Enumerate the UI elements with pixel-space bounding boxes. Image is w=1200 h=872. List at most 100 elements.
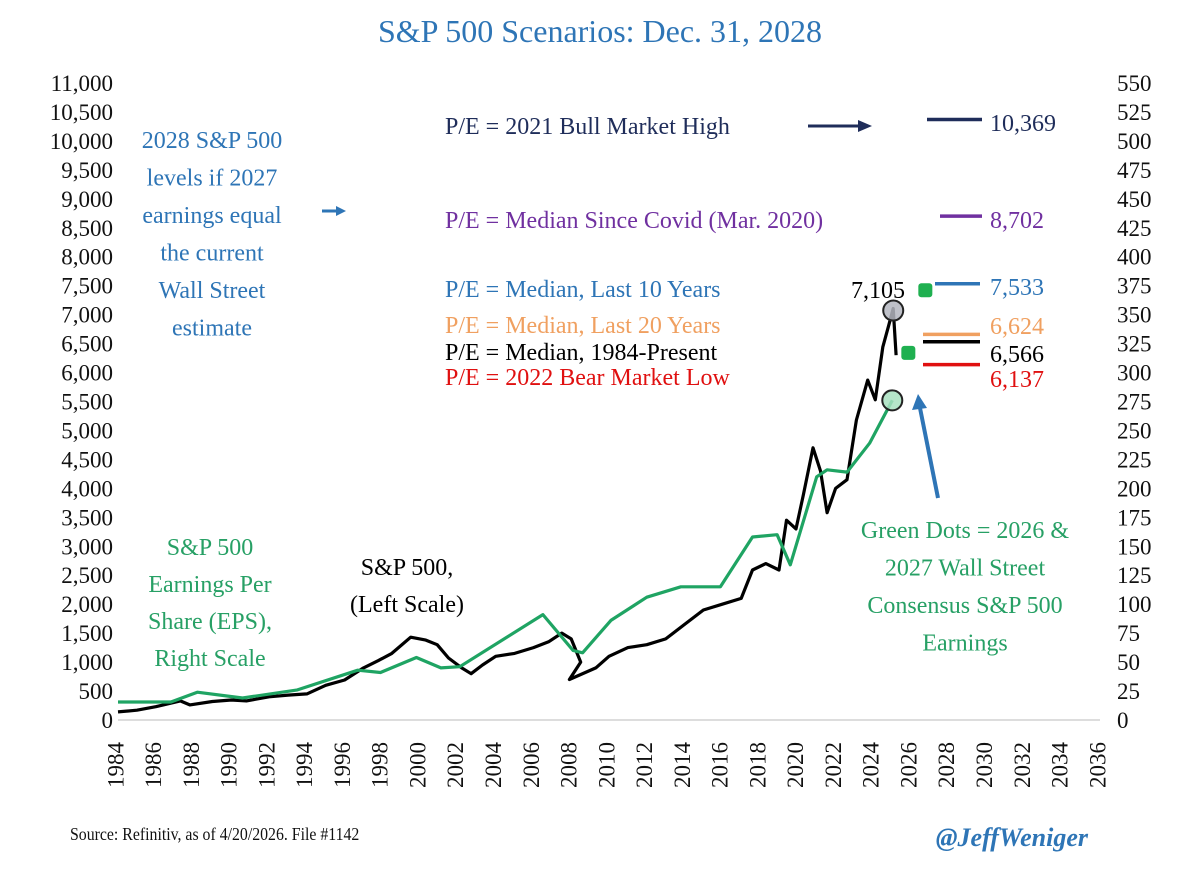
right-tick-label: 200 — [1117, 476, 1152, 501]
left-tick-label: 6,500 — [61, 332, 113, 357]
right-axis-ticks: 5505255004754504254003753503253002752502… — [1117, 71, 1152, 733]
right-tick-label: 550 — [1117, 71, 1152, 96]
right-tick-label: 175 — [1117, 505, 1152, 530]
right-tick-label: 525 — [1117, 100, 1152, 125]
consensus-eps-dot-2027 — [918, 283, 933, 298]
x-tick-label: 2004 — [481, 742, 506, 789]
x-tick-label: 1990 — [217, 742, 242, 788]
x-tick-label: 1996 — [330, 742, 355, 788]
sp500-note-line: (Left Scale) — [350, 592, 464, 618]
left-tick-label: 11,000 — [51, 71, 113, 96]
left-tick-label: 500 — [79, 679, 114, 704]
scenario-value: 8,702 — [990, 208, 1044, 234]
x-tick-label: 2012 — [632, 742, 657, 788]
left-tick-label: 3,000 — [61, 534, 113, 559]
x-tick-label: 2020 — [783, 742, 808, 788]
x-tick-label: 1994 — [292, 742, 317, 789]
right-tick-label: 275 — [1117, 389, 1152, 414]
right-tick-label: 100 — [1117, 592, 1152, 617]
left-tick-label: 2,000 — [61, 592, 113, 617]
left-tick-label: 4,000 — [61, 476, 113, 501]
right-tick-label: 350 — [1117, 303, 1152, 328]
left-tick-label: 7,500 — [61, 274, 113, 299]
x-tick-label: 2024 — [859, 742, 884, 789]
annotations: 2028 S&P 500 levels if 2027 earnings equal… — [142, 128, 1070, 672]
dots-note-line: 2027 Wall Street — [885, 556, 1046, 582]
right-tick-label: 500 — [1117, 129, 1152, 154]
eps-note-line: S&P 500 — [167, 535, 253, 561]
scenario-value: 6,137 — [990, 367, 1044, 393]
left-tick-label: 10,000 — [50, 129, 113, 154]
right-tick-label: 450 — [1117, 187, 1152, 212]
right-tick-label: 475 — [1117, 158, 1152, 183]
eps-note-line: Earnings Per — [148, 572, 271, 598]
left-tick-label: 9,000 — [61, 187, 113, 212]
scenario-value: 6,566 — [990, 342, 1044, 368]
series-lines: 7,105 — [117, 278, 933, 714]
arrow-icon — [808, 120, 872, 132]
left-axis-ticks: 11,000 10,500 10,000 9,500 9,000 8,500 8,000 7,… — [50, 71, 113, 733]
scenario-label: P/E = Median, Last 10 Years — [445, 277, 721, 303]
left-tick-label: 5,500 — [61, 389, 113, 414]
scenario-label: P/E = 2022 Bear Market Low — [445, 365, 730, 391]
x-tick-label: 2014 — [670, 742, 695, 789]
left-note-line: the current — [160, 241, 264, 267]
dots-note-line: Earnings — [922, 631, 1007, 657]
eps-line — [118, 399, 894, 704]
left-tick-label: 4,500 — [61, 447, 113, 472]
x-tick-label: 2016 — [708, 742, 733, 788]
scenario-value: 10,369 — [990, 111, 1056, 137]
scenario-value: 6,624 — [990, 314, 1044, 340]
x-tick-label: 2018 — [745, 742, 770, 788]
right-tick-label: 400 — [1117, 245, 1152, 270]
chart-title: S&P 500 Scenarios: Dec. 31, 2028 — [378, 13, 822, 49]
scenario-value: 7,533 — [990, 275, 1044, 301]
eps-last-marker — [881, 389, 904, 412]
left-tick-label: 9,500 — [61, 158, 113, 183]
right-tick-label: 425 — [1117, 216, 1152, 241]
left-tick-label: 6,000 — [61, 361, 113, 386]
left-tick-label: 1,000 — [61, 650, 113, 675]
x-tick-label: 2034 — [1048, 742, 1073, 789]
left-tick-label: 8,000 — [61, 245, 113, 270]
sp500-peak-label: 7,105 — [851, 278, 905, 304]
source-note: Source: Refinitiv, as of 4/20/2026. File… — [70, 824, 359, 844]
right-tick-label: 300 — [1117, 361, 1152, 386]
right-tick-label: 125 — [1117, 563, 1152, 588]
right-tick-label: 325 — [1117, 332, 1152, 357]
x-tick-label: 2032 — [1010, 742, 1035, 788]
left-note-line: earnings equal — [142, 203, 282, 229]
dots-note-line: Consensus S&P 500 — [867, 593, 1062, 619]
dots-note-line: Green Dots = 2026 & — [861, 518, 1070, 544]
x-tick-label: 2008 — [557, 742, 582, 788]
right-tick-label: 0 — [1117, 708, 1129, 733]
scenario-lines: P/E = 2021 Bull Market High 10,369 P/E = M… — [445, 111, 1056, 393]
arrow-icon — [912, 394, 940, 499]
x-tick-label: 2010 — [594, 742, 619, 788]
x-tick-label: 1986 — [141, 742, 166, 788]
eps-note-line: Right Scale — [154, 646, 265, 672]
right-tick-label: 75 — [1117, 621, 1140, 646]
left-tick-label: 7,000 — [61, 303, 113, 328]
left-tick-label: 8,500 — [61, 216, 113, 241]
x-tick-label: 2026 — [896, 742, 921, 788]
left-note-line: 2028 S&P 500 — [142, 128, 282, 154]
x-tick-label: 2036 — [1085, 742, 1110, 788]
right-tick-label: 25 — [1117, 679, 1140, 704]
right-tick-label: 225 — [1117, 447, 1152, 472]
scenario-label: P/E = Median, Last 20 Years — [445, 313, 721, 339]
x-tick-label: 2006 — [519, 742, 544, 788]
author-handle: @JeffWeniger — [936, 823, 1089, 852]
sp500-note-line: S&P 500, — [361, 555, 453, 581]
x-tick-label: 1998 — [368, 742, 393, 788]
left-tick-label: 2,500 — [61, 563, 113, 588]
x-tick-label: 2000 — [405, 742, 430, 788]
right-tick-label: 375 — [1117, 274, 1152, 299]
scenario-label: P/E = 2021 Bull Market High — [445, 114, 730, 140]
left-tick-label: 3,500 — [61, 505, 113, 530]
x-tick-label: 2028 — [934, 742, 959, 788]
left-note-line: levels if 2027 — [147, 166, 278, 192]
left-tick-label: 0 — [102, 708, 114, 733]
x-tick-label: 1984 — [103, 742, 128, 789]
